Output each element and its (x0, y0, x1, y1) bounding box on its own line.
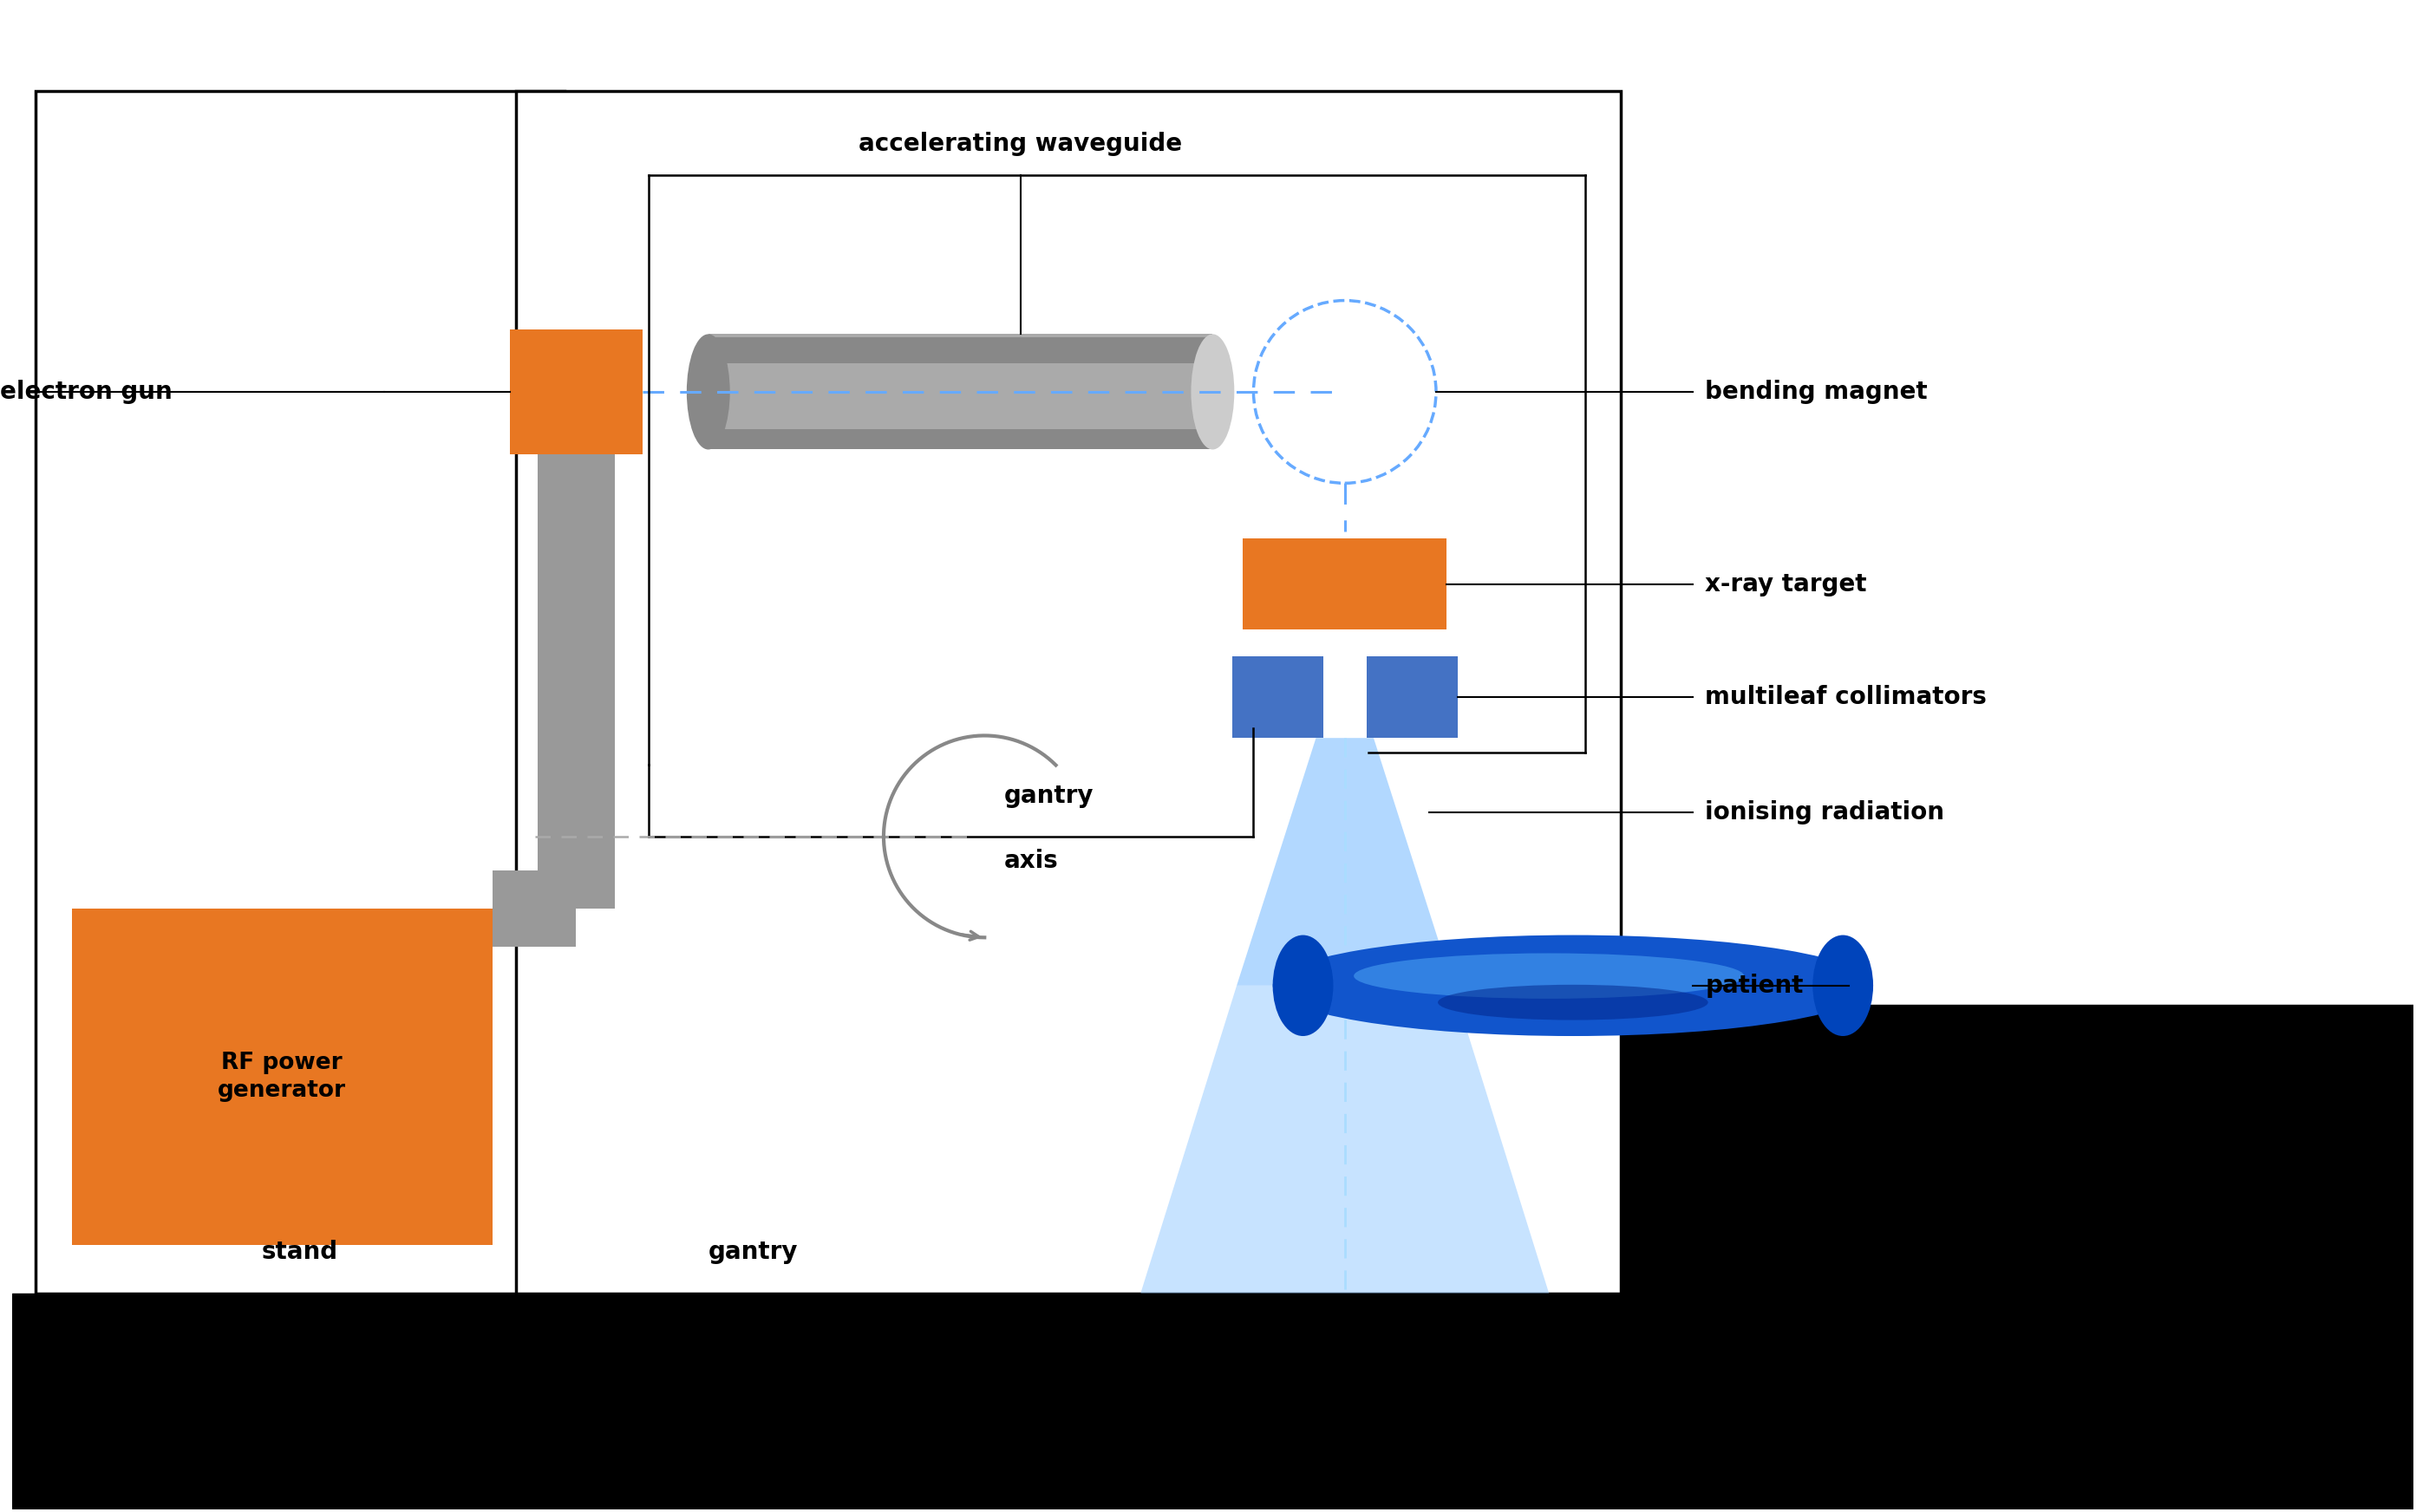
Bar (708, 337, 1213, 363)
Text: treatment couch: treatment couch (1812, 1137, 2039, 1161)
Bar (510, 330, 643, 454)
Ellipse shape (1273, 934, 1872, 1036)
Text: patient: patient (1706, 974, 1802, 998)
Bar (1232, 656, 1324, 738)
Text: multileaf collimators: multileaf collimators (1706, 685, 1986, 709)
Text: gantry: gantry (1003, 783, 1094, 807)
Polygon shape (1140, 986, 1549, 1293)
Bar (493, 871, 575, 947)
Ellipse shape (686, 334, 730, 449)
Bar (1242, 538, 1447, 631)
Bar (974, 1005, 1621, 1293)
Ellipse shape (1812, 934, 1872, 1036)
Bar (12, 1293, 2414, 1509)
Text: ionising radiation: ionising radiation (1706, 800, 1945, 824)
Polygon shape (1237, 738, 1452, 986)
Bar (708, 334, 1213, 449)
Bar (539, 392, 614, 909)
Ellipse shape (1353, 953, 1744, 998)
Bar (36, 91, 565, 1293)
Ellipse shape (1273, 934, 1334, 1036)
Text: axis: axis (1003, 848, 1058, 872)
Bar (72, 909, 493, 1246)
Bar (1367, 656, 1457, 738)
Ellipse shape (1438, 984, 1708, 1021)
Bar (708, 429, 1213, 449)
Text: bending magnet: bending magnet (1706, 380, 1928, 404)
Ellipse shape (1191, 334, 1235, 449)
Text: gantry: gantry (708, 1240, 797, 1264)
Bar (517, 91, 1621, 1293)
Bar (1621, 1005, 2414, 1293)
Text: RF power
generator: RF power generator (217, 1052, 345, 1102)
Text: stand: stand (261, 1240, 338, 1264)
Text: electron gun: electron gun (0, 380, 172, 404)
Text: accelerating waveguide: accelerating waveguide (858, 132, 1181, 156)
Text: x-ray target: x-ray target (1706, 572, 1868, 596)
